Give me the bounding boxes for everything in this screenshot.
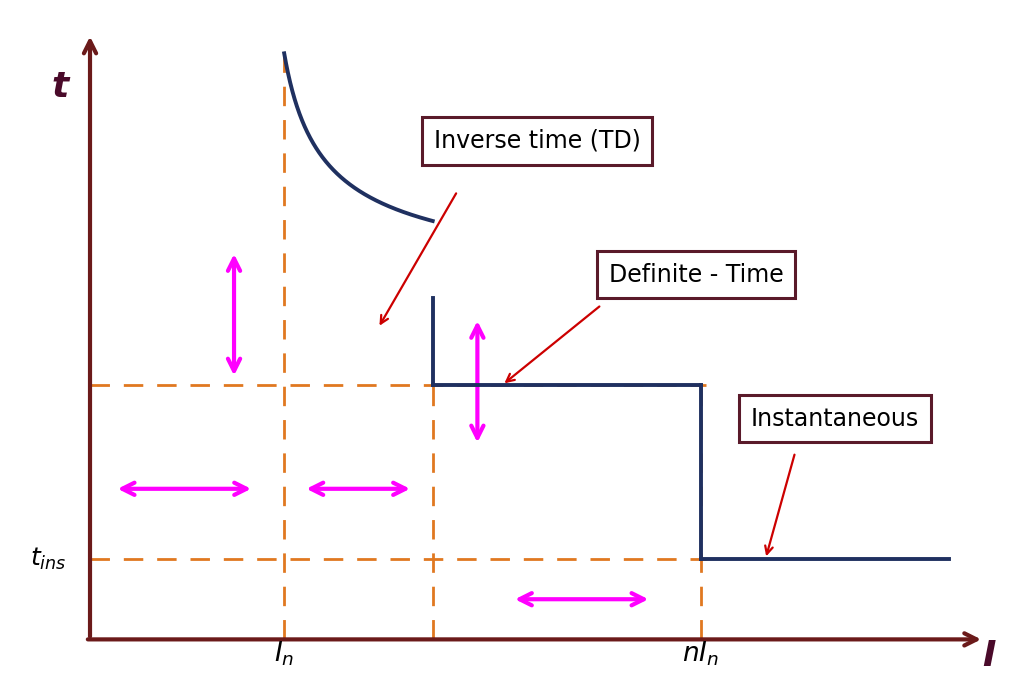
Text: $t_{ins}$: $t_{ins}$	[30, 546, 67, 572]
Text: t: t	[51, 70, 69, 104]
Text: I: I	[982, 639, 995, 673]
Text: Inverse time (TD): Inverse time (TD)	[433, 129, 640, 152]
Text: Instantaneous: Instantaneous	[751, 406, 920, 431]
Text: $nI_n$: $nI_n$	[682, 640, 719, 668]
Text: $I_n$: $I_n$	[273, 640, 294, 668]
Text: Definite - Time: Definite - Time	[608, 263, 783, 286]
